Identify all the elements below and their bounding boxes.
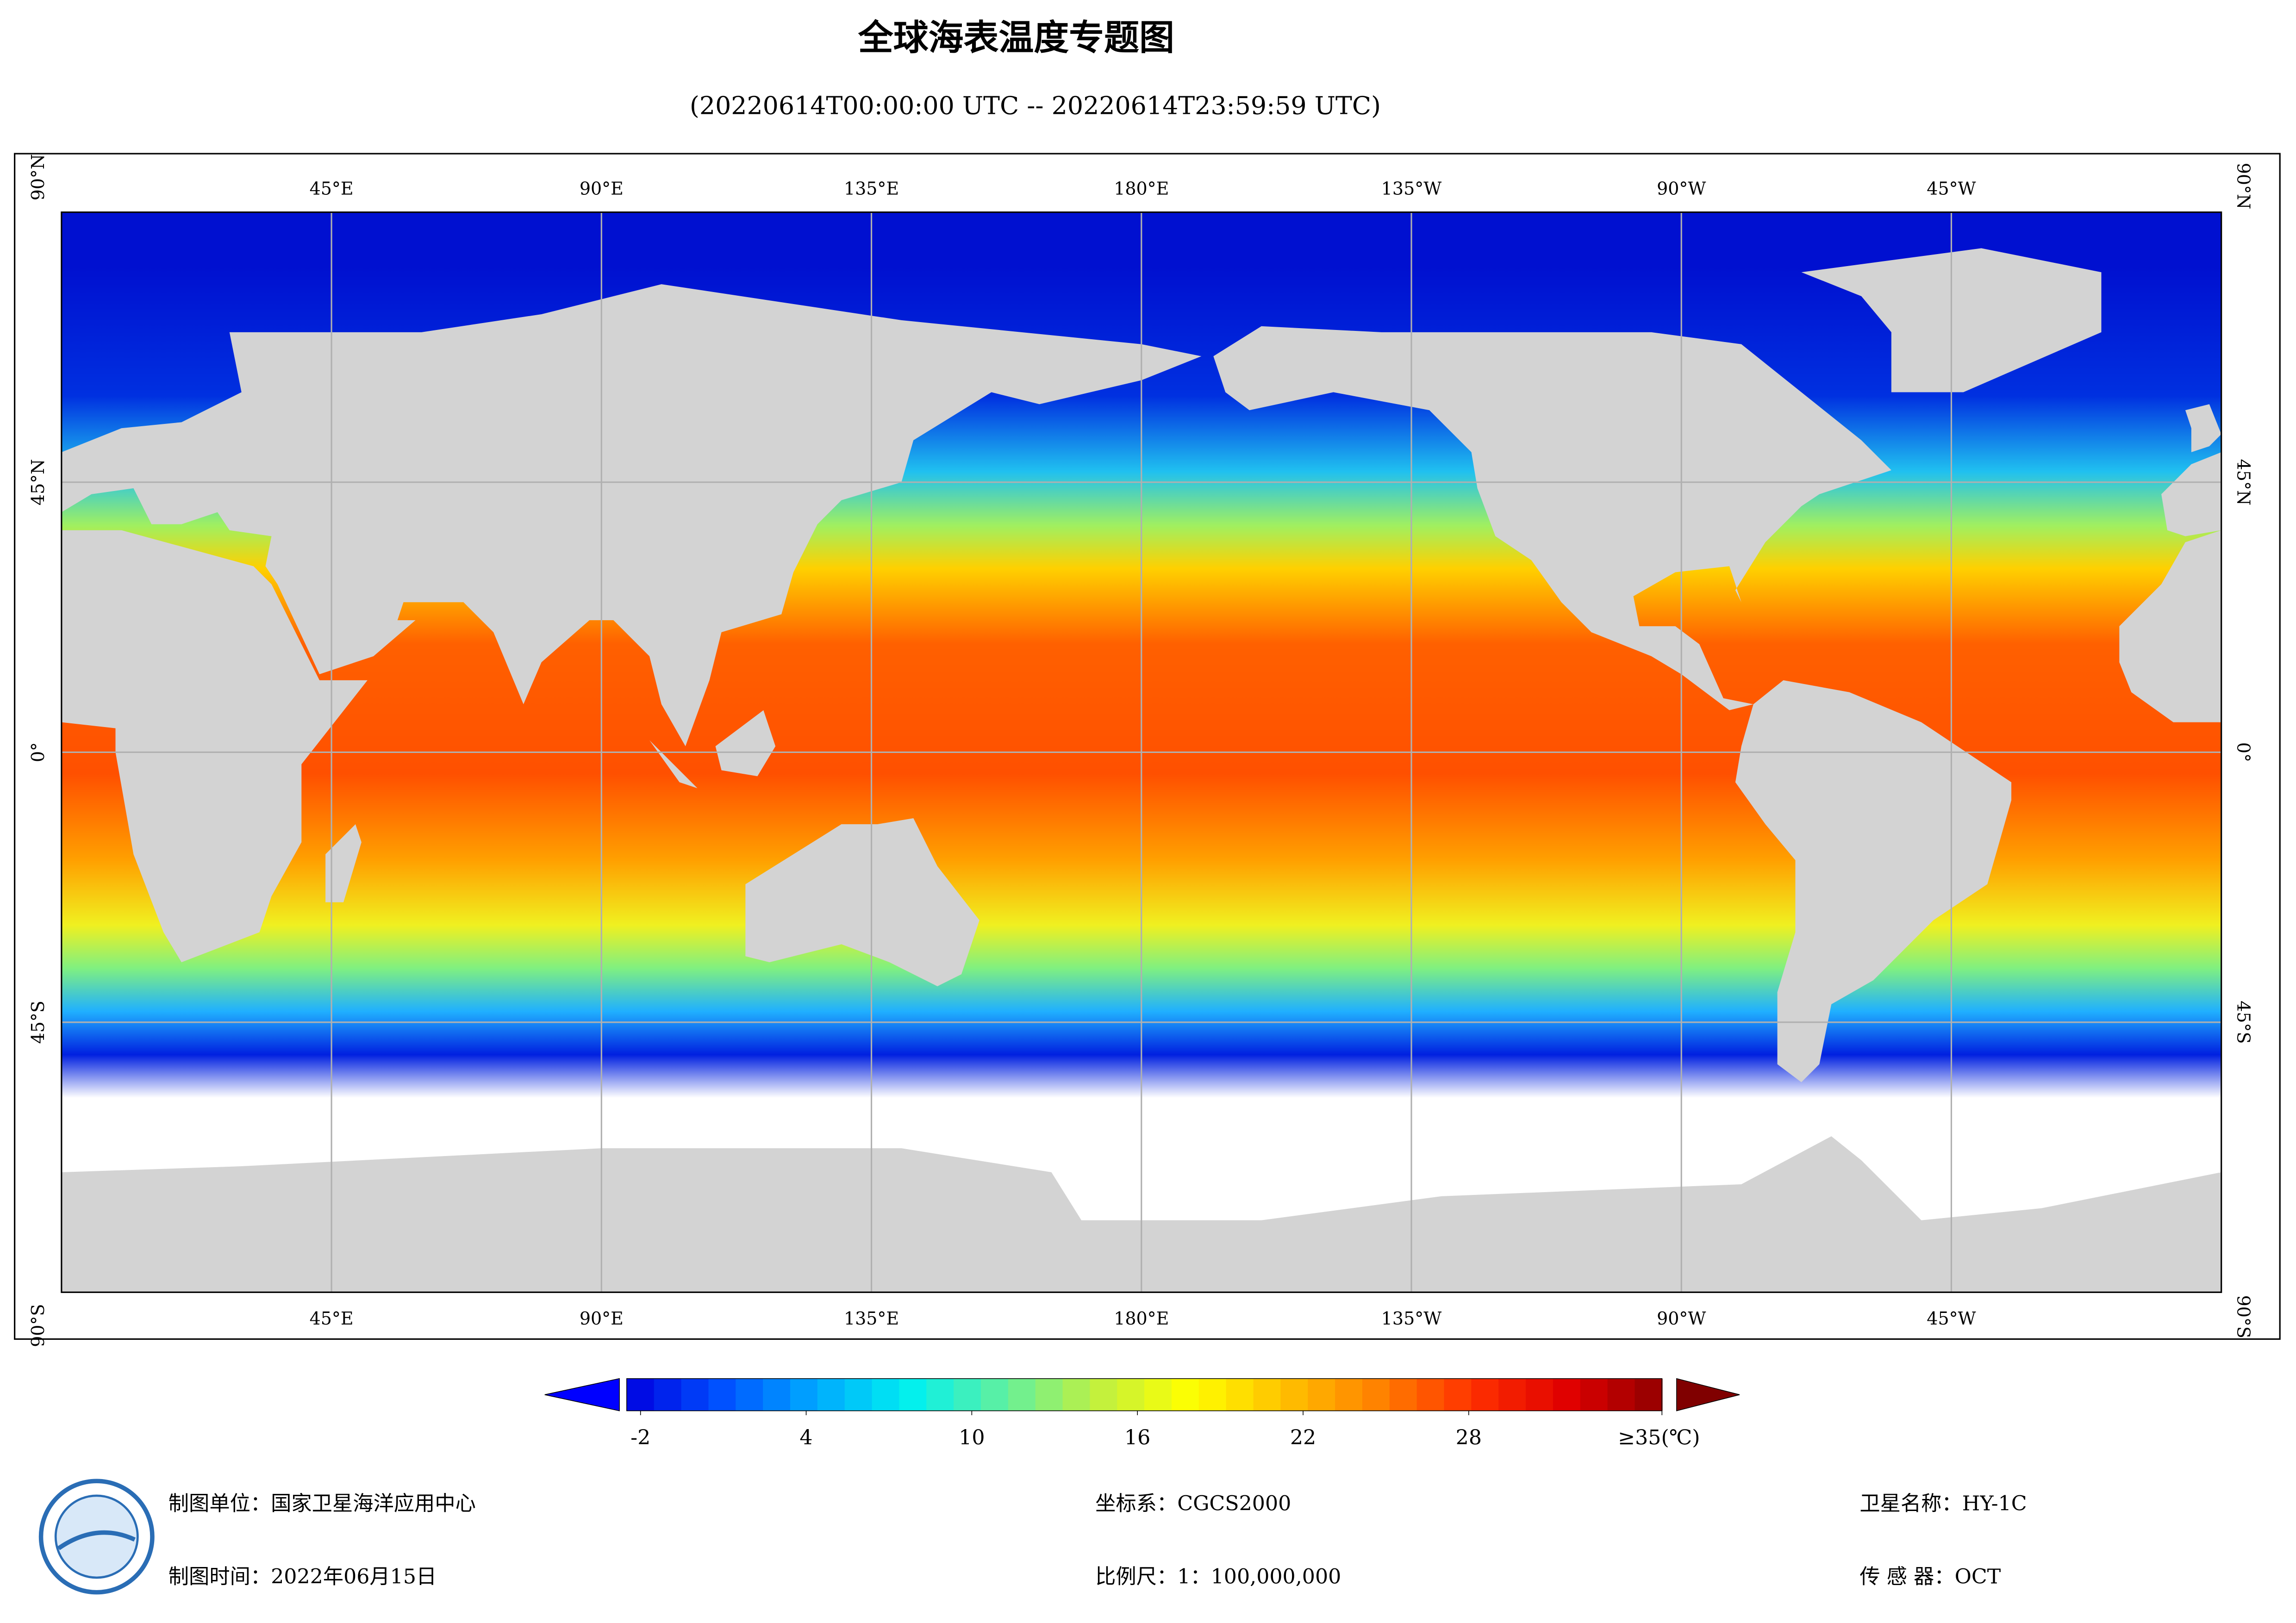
- colorbar-swatch: [1444, 1378, 1472, 1411]
- colorbar-swatch: [1607, 1378, 1635, 1411]
- colorbar-outline: [626, 1378, 1663, 1412]
- colorbar-swatch: [1198, 1378, 1227, 1411]
- logo: [38, 1479, 155, 1595]
- map-labels: 45°E 45°E 90°E 90°E 135°E 135°E 180°E 180°E 135°…: [28, 154, 2254, 1347]
- colorbar-tick-label: -2: [630, 1426, 650, 1449]
- colorbar-tick-label: 4: [799, 1426, 812, 1449]
- colorbar-swatch: [1117, 1378, 1145, 1411]
- colorbar-swatch: [654, 1378, 682, 1411]
- colorbar-swatch: [872, 1378, 900, 1411]
- colorbar-swatch: [1144, 1378, 1173, 1411]
- colorbar-swatch: [1062, 1378, 1091, 1411]
- colorbar-swatch: [1335, 1378, 1363, 1411]
- colorbar-swatch: [954, 1378, 982, 1411]
- lat-label-right: 45°N: [2233, 459, 2253, 505]
- colorbar-swatch: [1171, 1378, 1200, 1411]
- lon-label-top: 135°W: [1381, 179, 1441, 199]
- lat-label-left: 45°N: [28, 459, 48, 505]
- lon-label-top: 180°E: [1114, 179, 1169, 199]
- colorbar-swatch: [817, 1378, 845, 1411]
- landmass: [1213, 326, 1891, 710]
- sensor: 传 感 器：OCT: [1859, 1565, 2001, 1589]
- colorbar-swatch: [763, 1378, 791, 1411]
- lon-label-top: 90°W: [1657, 179, 1706, 199]
- colorbar-tick-label: 16: [1124, 1426, 1150, 1449]
- map-border: [61, 211, 2222, 1293]
- landmass: [715, 710, 776, 777]
- producer: 制图单位：国家卫星海洋应用中心: [168, 1492, 476, 1516]
- colorbar-tick-label: 28: [1456, 1426, 1482, 1449]
- colorbar-swatch: [1362, 1378, 1391, 1411]
- lon-label-bottom: 90°E: [580, 1308, 624, 1329]
- colorbar-swatch: [626, 1378, 655, 1411]
- graticule: [61, 212, 2221, 1293]
- lon-label-top: 135°E: [844, 179, 899, 199]
- colorbar-swatch: [899, 1378, 927, 1411]
- colorbar-over: [1676, 1378, 1740, 1412]
- lat-label-right: 90°N: [2233, 163, 2253, 209]
- lat-label-right: 0°: [2233, 742, 2253, 762]
- colorbar-tick-label: ≥35(℃): [1618, 1426, 1700, 1449]
- date: 制图时间：2022年06月15日: [168, 1565, 437, 1589]
- colorbar-swatch: [1553, 1378, 1581, 1411]
- colorbar-swatch: [1471, 1378, 1499, 1411]
- lat-label-right: 90°S: [2233, 1295, 2253, 1338]
- lon-label-bottom: 135°E: [844, 1308, 899, 1329]
- colorbar-swatch: [1416, 1378, 1445, 1411]
- landmass: [745, 818, 980, 987]
- lon-label-bottom: 135°W: [1381, 1308, 1441, 1329]
- lat-label-left: 0°: [28, 742, 48, 762]
- colorbar-swatch: [790, 1378, 818, 1411]
- landmass: [1735, 680, 2012, 1082]
- colorbar-under: [544, 1378, 620, 1412]
- landmass: [61, 530, 368, 963]
- colorbar-swatch: [1226, 1378, 1254, 1411]
- subtitle: (20220614T00:00:00 UTC -- 20220614T23:59…: [690, 91, 1381, 120]
- landmass: [2119, 530, 2221, 722]
- lat-label-right: 45°S: [2233, 1001, 2253, 1044]
- colorbar-tick-label: 10: [959, 1426, 985, 1449]
- colorbar-swatch: [681, 1378, 709, 1411]
- lon-label-bottom: 180°E: [1114, 1308, 1169, 1329]
- scale: 比例尺：1：100,000,000: [1095, 1565, 1341, 1589]
- colorbar-swatch: [1090, 1378, 1118, 1411]
- lat-label-left: 45°S: [28, 1001, 48, 1044]
- colorbar-swatch: [1008, 1378, 1036, 1411]
- colorbar-swatch: [708, 1378, 736, 1411]
- landmass: [325, 824, 362, 902]
- colorbar-swatch: [980, 1378, 1009, 1411]
- colorbar-swatch: [736, 1378, 764, 1411]
- lon-label-bottom: 90°W: [1657, 1308, 1706, 1329]
- colorbar-swatch: [1253, 1378, 1281, 1411]
- landmass: [2161, 452, 2221, 536]
- landmass: [2185, 404, 2221, 453]
- lat-label-left: 90°N: [28, 154, 48, 200]
- title: 全球海表温度专题图: [858, 18, 1174, 58]
- crs: 坐标系：CGCS2000: [1095, 1492, 1291, 1516]
- colorbar-tick-label: 22: [1290, 1426, 1316, 1449]
- colorbar-swatch: [1035, 1378, 1063, 1411]
- colorbar-swatch: [1280, 1378, 1309, 1411]
- lon-label-top: 45°W: [1927, 179, 1976, 199]
- lon-label-top: 90°E: [580, 179, 624, 199]
- colorbar-swatch: [926, 1378, 955, 1411]
- colorbar-swatch: [1526, 1378, 1554, 1411]
- colorbar-swatch: [1580, 1378, 1608, 1411]
- colorbar-swatch: [1308, 1378, 1336, 1411]
- map-frame: [14, 153, 2281, 1340]
- colorbar-swatch: [1635, 1378, 1663, 1411]
- landmass: [61, 284, 1202, 746]
- colorbar-swatch: [1498, 1378, 1527, 1411]
- satellite: 卫星名称：HY-1C: [1859, 1492, 2027, 1516]
- colorbar: -2 4 10 16 22 28 ≥35(℃): [544, 1378, 1740, 1449]
- lat-label-left: 90°S: [28, 1304, 48, 1347]
- colorbar-swatch: [844, 1378, 873, 1411]
- lon-label-top: 45°E: [310, 179, 354, 199]
- colorbar-swatch: [1389, 1378, 1417, 1411]
- lon-label-bottom: 45°E: [310, 1308, 354, 1329]
- lon-label-bottom: 45°W: [1927, 1308, 1976, 1329]
